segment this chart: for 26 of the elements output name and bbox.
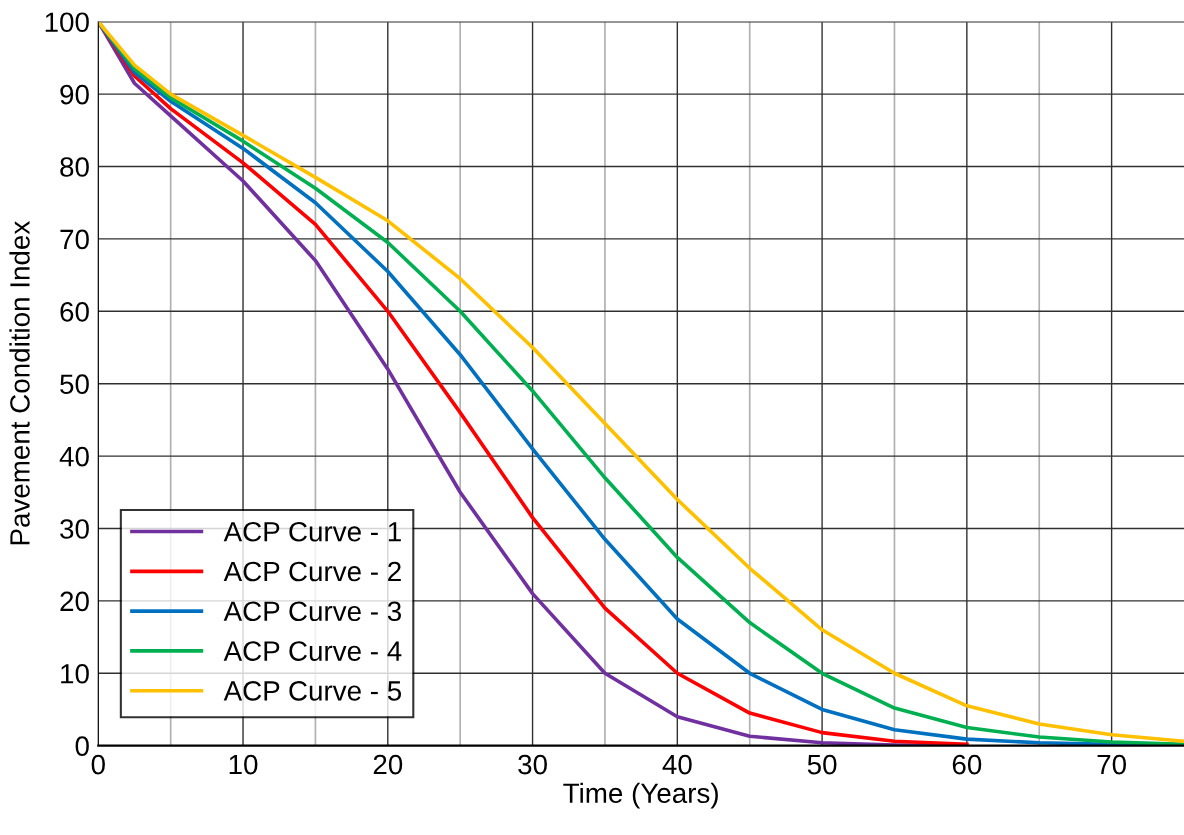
y-tick-label: 50 bbox=[60, 374, 89, 395]
x-tick-label: 10 bbox=[229, 754, 258, 775]
x-tick-label: 30 bbox=[518, 754, 547, 775]
y-tick-label: 90 bbox=[60, 84, 89, 105]
y-tick-label: 30 bbox=[60, 519, 89, 539]
x-tick-label: 0 bbox=[91, 754, 105, 775]
x-tick-label: 50 bbox=[807, 754, 837, 775]
y-tick-label: 100 bbox=[45, 12, 89, 33]
x-tick-label: 60 bbox=[952, 754, 982, 775]
x-tick-label: 70 bbox=[1097, 754, 1126, 775]
x-tick-label: 40 bbox=[662, 754, 692, 775]
legend-label: ACP Curve - 5 bbox=[223, 681, 402, 701]
legend-label: ACP Curve - 1 bbox=[223, 521, 401, 542]
legend-label: ACP Curve - 3 bbox=[223, 601, 401, 622]
legend-label: ACP Curve - 4 bbox=[223, 641, 402, 661]
y-tick-label: 40 bbox=[59, 446, 89, 467]
y-tick-label: 70 bbox=[60, 229, 89, 250]
x-axis-title: Time (Years) bbox=[563, 782, 718, 809]
y-tick-label: 0 bbox=[75, 736, 89, 756]
x-tick-label: 20 bbox=[373, 754, 403, 775]
y-tick-label: 80 bbox=[60, 157, 89, 177]
legend-label: ACP Curve - 2 bbox=[223, 561, 401, 582]
y-tick-label: 10 bbox=[61, 663, 89, 684]
y-tick-label: 20 bbox=[60, 591, 89, 612]
y-tick-label: 60 bbox=[60, 301, 89, 322]
y-axis-title: Pavement Condition Index bbox=[9, 221, 30, 545]
